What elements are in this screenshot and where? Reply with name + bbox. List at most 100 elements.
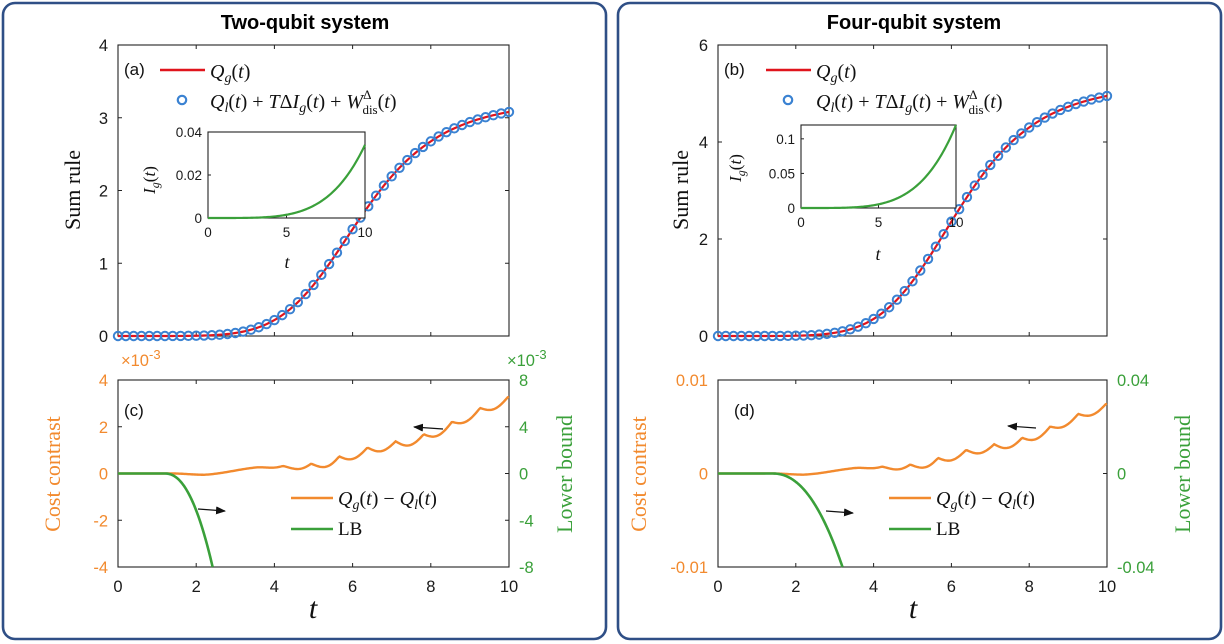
- annotation-arrow-cost-c: [413, 423, 444, 432]
- left-y-tick-label: 0: [99, 466, 108, 484]
- y-axis-label-right-c: Lower bound: [552, 415, 577, 533]
- sum-rule-marker: [1016, 128, 1027, 139]
- x-tick-label: 4: [869, 578, 878, 596]
- panel-frame-right: [616, 1, 1223, 641]
- sum-rule-marker: [922, 253, 934, 265]
- sum-rule-marker: [946, 216, 957, 227]
- inset-y-label-b: Ig(t): [726, 154, 748, 183]
- legend-label-cost-c: Qg(t) − Ql(t): [338, 488, 437, 513]
- right-y-tick-label: -0.04: [1117, 559, 1155, 577]
- chart-panel-a: (a) Sum rule 0 1 2 3 4 Qg(t) Ql(t) + TΔIg(t)…: [60, 37, 515, 346]
- legend-label-lb-d: LB: [936, 519, 960, 540]
- y-axis-label-left-d: Cost contrast: [626, 416, 651, 532]
- sum-rule-marker: [883, 302, 895, 313]
- inset-ig-line: [208, 144, 366, 220]
- x-tick-label: 10: [500, 578, 518, 596]
- sum-rule-marker: [1039, 112, 1050, 123]
- sum-rule-marker: [1031, 117, 1043, 128]
- sum-rule-marker: [992, 150, 1004, 161]
- inset-series-a: [208, 144, 366, 220]
- chart-panel-b: (b) Sum rule 0 2 4 6 Qg(t) Ql(t) + TΔIg(t) …: [668, 37, 1113, 346]
- sum-rule-marker: [891, 294, 903, 305]
- cost-contrast-line: [118, 395, 510, 476]
- panel-label-d: (d): [734, 401, 755, 420]
- sum-rule-marker: [907, 276, 918, 287]
- sum-rule-marker: [1101, 90, 1113, 102]
- lower-bound-line: [118, 472, 214, 568]
- right-y-tick-label: 0: [519, 466, 528, 484]
- x-tick-label: 2: [192, 578, 201, 596]
- inset-ticks-a: 0 5 10 0 0.02 0.04: [176, 125, 373, 240]
- sum-rule-marker: [915, 265, 926, 276]
- sum-rule-marker: [985, 159, 996, 171]
- inset-x-label-b: t: [875, 244, 881, 264]
- left-y-tick-label: -4: [93, 559, 108, 577]
- left-y-tick-label: 0: [699, 466, 708, 484]
- right-y-tick-label: 0.04: [1117, 372, 1149, 390]
- sum-rule-marker: [860, 318, 872, 329]
- left-y-tick-label: 0.01: [676, 372, 708, 390]
- series-b: [712, 90, 1113, 342]
- right-y-tick-label: -4: [519, 512, 534, 530]
- sum-rule-marker: [433, 131, 444, 142]
- series-c: [118, 395, 510, 568]
- inset-x-tick-label: 10: [357, 225, 372, 240]
- inset-bg-b: [801, 125, 956, 208]
- sum-rule-marker: [969, 180, 980, 191]
- ticks-d: 0 2 4 6 8 10 -0.01 0 0.01 -0.04 0 0.04: [670, 372, 1154, 596]
- x-tick-label: 6: [348, 578, 357, 596]
- y-axis-label-right-d: Lower bound: [1170, 415, 1195, 533]
- y-tick-label: 1: [99, 255, 108, 273]
- sum-rule-marker: [292, 296, 304, 308]
- y-axis-label-left-c: Cost contrast: [40, 416, 65, 532]
- right-y-tick-label: 0: [1117, 466, 1126, 484]
- ticks-c: 0 2 4 6 8 10 -4 -2 0 2 4 -8 -4 0 4 8: [93, 372, 533, 596]
- inset-y-tick-label: 0.04: [176, 125, 203, 140]
- sum-rule-marker: [331, 247, 343, 258]
- sum-rule-marker: [394, 162, 405, 173]
- sum-rule-marker: [308, 279, 319, 291]
- panel-frame-left: [1, 1, 608, 641]
- qg-line: [118, 110, 510, 338]
- left-y-tick-label: 2: [99, 419, 108, 437]
- sum-rule-marker: [441, 126, 452, 138]
- sum-rule-marker: [1000, 142, 1012, 153]
- y-tick-label: 2: [699, 231, 708, 249]
- sum-rule-marker: [417, 141, 429, 153]
- sum-rule-marker: [977, 169, 988, 181]
- inset-ticks-b: 0 5 10 0 0.05 0.1: [769, 132, 964, 230]
- annotation-arrow-cost-d: [1007, 422, 1037, 431]
- x-axis-label-d: t: [909, 592, 918, 625]
- chart-panel-c: (c) Cost contrast Lower bound t ×10-3 ×1…: [40, 347, 577, 625]
- sum-rule-marker: [277, 309, 288, 321]
- sum-rule-marker: [261, 318, 272, 330]
- legend-label-sum-a: Ql(t) + TΔIg(t) + WΔ dis(t): [210, 87, 397, 117]
- series-a: [112, 106, 515, 342]
- sum-rule-marker: [938, 228, 949, 240]
- sum-rule-marker: [386, 171, 397, 182]
- sum-rule-marker: [284, 303, 296, 315]
- inset-x-tick-label: 0: [797, 215, 805, 230]
- inset-y-tick-label: 0: [194, 211, 202, 226]
- sum-rule-marker: [930, 241, 942, 252]
- inset-ig-line: [801, 124, 958, 210]
- inset-y-tick-label: 0: [787, 201, 795, 216]
- sum-rule-marker: [409, 147, 421, 159]
- sum-rule-marker: [868, 313, 879, 325]
- ticks-a: 0 1 2 3 4: [99, 37, 510, 346]
- panel-label-a: (a): [124, 60, 145, 79]
- inset-y-tick-label: 0.1: [776, 132, 795, 147]
- panel-title-left: Two-qubit system: [221, 12, 390, 34]
- y-tick-label: 0: [99, 328, 108, 346]
- sum-rule-marker: [961, 191, 973, 203]
- lower-bound-line: [718, 472, 844, 568]
- cost-contrast-line: [718, 402, 1108, 476]
- legend-label-lb-c: LB: [338, 519, 362, 540]
- inset-y-tick-label: 0.05: [769, 166, 795, 181]
- inset-series-b: [801, 124, 958, 210]
- inset-x-tick-label: 10: [948, 215, 963, 230]
- right-y-tick-label: 4: [519, 419, 528, 437]
- sum-rule-marker: [339, 235, 350, 247]
- annotation-arrow-lb-d: [825, 508, 854, 517]
- x-tick-label: 10: [1098, 578, 1116, 596]
